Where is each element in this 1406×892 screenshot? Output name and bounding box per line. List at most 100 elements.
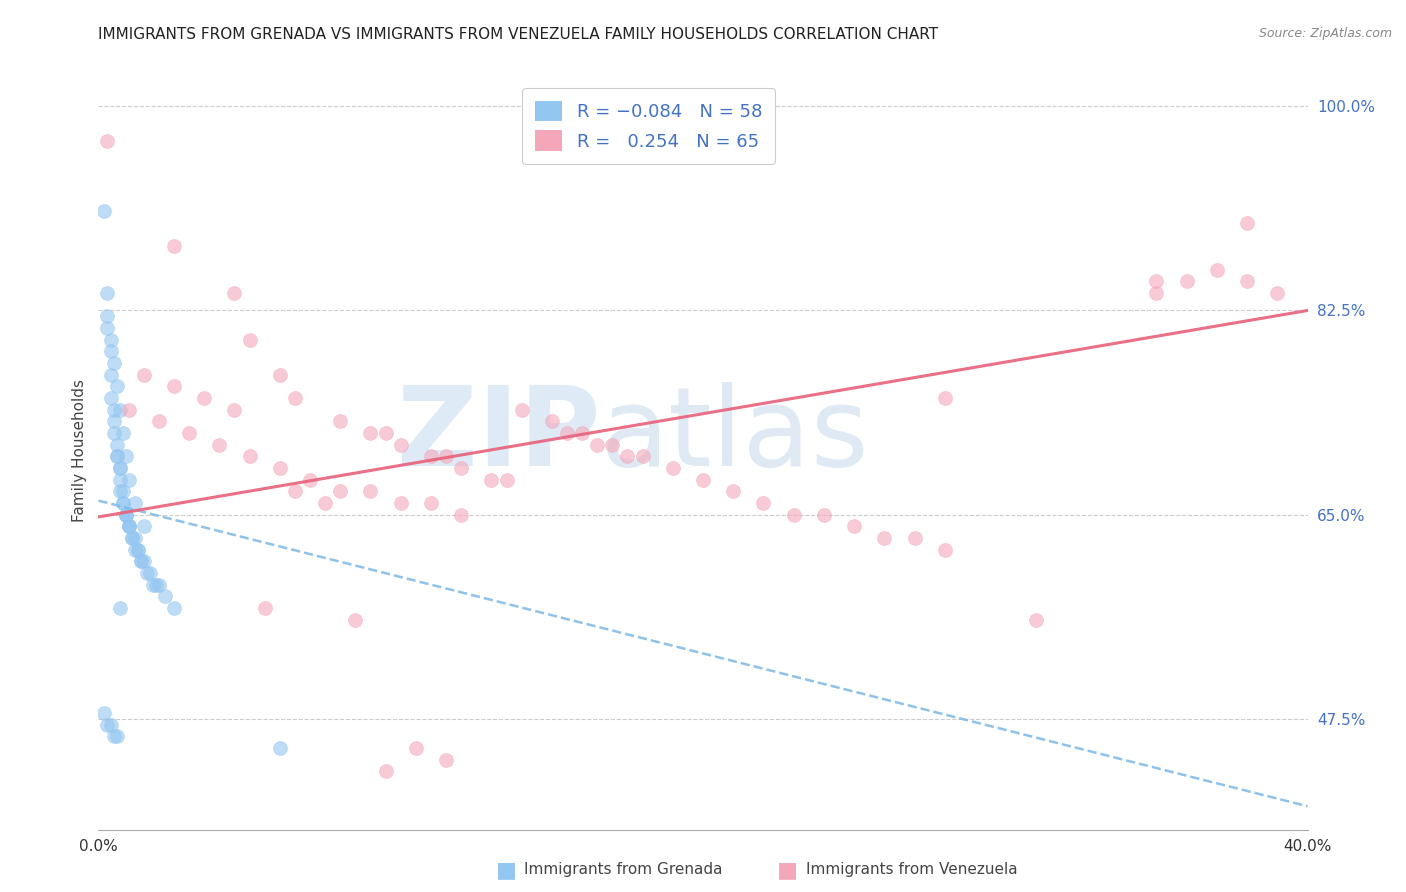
- Point: [148, 577, 170, 591]
- Point: [314, 496, 336, 510]
- Point: [142, 577, 165, 591]
- Point: [100, 717, 122, 731]
- Point: [111, 484, 134, 499]
- Point: [269, 368, 291, 382]
- Point: [586, 437, 609, 451]
- Point: [132, 554, 155, 568]
- Point: [163, 601, 186, 615]
- Point: [103, 356, 125, 370]
- Point: [111, 425, 134, 440]
- Point: [105, 729, 128, 743]
- Point: [121, 531, 143, 545]
- Point: [360, 484, 382, 499]
- Point: [661, 461, 683, 475]
- Point: [723, 484, 745, 499]
- Point: [481, 473, 503, 487]
- Point: [124, 496, 146, 510]
- Point: [510, 402, 533, 417]
- Point: [96, 285, 118, 300]
- Point: [111, 496, 134, 510]
- Point: [495, 473, 517, 487]
- Point: [108, 601, 131, 615]
- Point: [934, 542, 956, 557]
- Point: [284, 391, 307, 405]
- Point: [540, 414, 562, 428]
- Point: [1144, 274, 1167, 288]
- Point: [129, 554, 152, 568]
- Point: [389, 496, 412, 510]
- Point: [153, 589, 176, 603]
- Point: [163, 239, 186, 253]
- Text: Immigrants from Grenada: Immigrants from Grenada: [524, 863, 723, 877]
- Y-axis label: Family Households: Family Households: [72, 379, 87, 522]
- Point: [752, 496, 775, 510]
- Point: [127, 542, 149, 557]
- Point: [121, 531, 143, 545]
- Point: [389, 437, 412, 451]
- Point: [1175, 274, 1198, 288]
- Point: [631, 450, 654, 464]
- Point: [114, 508, 136, 522]
- Legend: R = −0.084   N = 58, R =   0.254   N = 65: R = −0.084 N = 58, R = 0.254 N = 65: [523, 88, 775, 164]
- Text: ■: ■: [778, 860, 797, 880]
- Text: IMMIGRANTS FROM GRENADA VS IMMIGRANTS FROM VENEZUELA FAMILY HOUSEHOLDS CORRELATI: IMMIGRANTS FROM GRENADA VS IMMIGRANTS FR…: [98, 27, 939, 42]
- Point: [1267, 285, 1289, 300]
- Point: [450, 461, 472, 475]
- Text: ZIP: ZIP: [396, 382, 600, 489]
- Point: [118, 519, 141, 533]
- Point: [118, 519, 141, 533]
- Point: [873, 531, 896, 545]
- Point: [1236, 274, 1258, 288]
- Point: [783, 508, 806, 522]
- Point: [405, 740, 427, 755]
- Point: [284, 484, 307, 499]
- Point: [139, 566, 162, 580]
- Point: [96, 321, 118, 335]
- Point: [105, 379, 128, 393]
- Point: [420, 496, 443, 510]
- Point: [105, 450, 128, 464]
- Point: [179, 425, 201, 440]
- Point: [118, 519, 141, 533]
- Point: [96, 134, 118, 148]
- Point: [299, 473, 322, 487]
- Point: [108, 484, 131, 499]
- Point: [329, 484, 352, 499]
- Point: [145, 577, 167, 591]
- Point: [93, 204, 115, 219]
- Point: [269, 740, 291, 755]
- Point: [129, 554, 152, 568]
- Point: [114, 508, 136, 522]
- Point: [100, 333, 122, 347]
- Point: [108, 402, 131, 417]
- Point: [844, 519, 866, 533]
- Point: [96, 717, 118, 731]
- Point: [253, 601, 276, 615]
- Point: [360, 425, 382, 440]
- Point: [108, 473, 131, 487]
- Point: [904, 531, 927, 545]
- Point: [105, 437, 128, 451]
- Point: [571, 425, 593, 440]
- Point: [239, 333, 262, 347]
- Point: [1206, 262, 1229, 277]
- Text: atlas: atlas: [600, 382, 869, 489]
- Point: [163, 379, 186, 393]
- Point: [450, 508, 472, 522]
- Point: [132, 519, 155, 533]
- Point: [224, 402, 246, 417]
- Point: [127, 542, 149, 557]
- Point: [1144, 285, 1167, 300]
- Text: ■: ■: [496, 860, 516, 880]
- Point: [118, 402, 141, 417]
- Point: [239, 450, 262, 464]
- Point: [208, 437, 231, 451]
- Point: [434, 450, 457, 464]
- Point: [602, 437, 624, 451]
- Point: [93, 706, 115, 720]
- Point: [1236, 216, 1258, 230]
- Point: [434, 753, 457, 767]
- Point: [934, 391, 956, 405]
- Point: [103, 729, 125, 743]
- Text: Immigrants from Venezuela: Immigrants from Venezuela: [806, 863, 1018, 877]
